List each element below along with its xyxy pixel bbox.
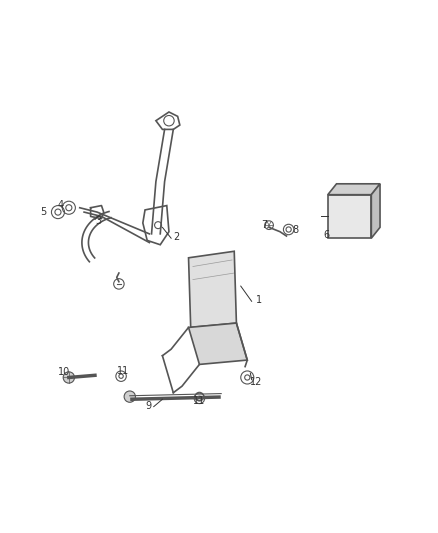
Polygon shape: [328, 184, 380, 195]
Text: 9: 9: [145, 401, 151, 411]
Polygon shape: [371, 184, 380, 238]
Text: 11: 11: [193, 395, 205, 406]
Text: 4: 4: [58, 200, 64, 210]
Circle shape: [124, 391, 135, 402]
Polygon shape: [188, 251, 237, 327]
Text: 5: 5: [41, 207, 47, 217]
Text: 3: 3: [95, 216, 101, 226]
Polygon shape: [328, 195, 371, 238]
Text: 2: 2: [173, 232, 180, 243]
Text: 8: 8: [292, 224, 298, 235]
Text: 1: 1: [256, 295, 262, 305]
Text: 10: 10: [58, 367, 70, 377]
Text: 6: 6: [323, 230, 329, 240]
Text: 7: 7: [261, 220, 268, 230]
Circle shape: [63, 372, 74, 383]
Text: 12: 12: [251, 377, 263, 387]
Text: 11: 11: [117, 366, 129, 376]
Polygon shape: [188, 323, 247, 365]
